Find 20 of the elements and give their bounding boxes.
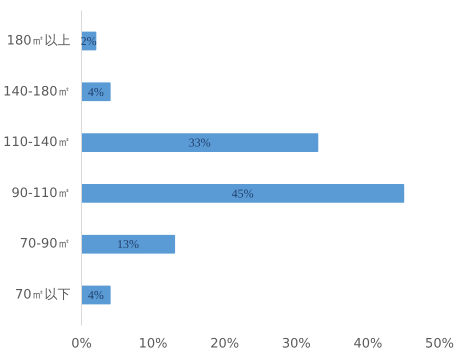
- x-tick-label: 30%: [282, 336, 311, 352]
- x-tick-label: 50%: [425, 336, 454, 352]
- x-tick-label: 20%: [210, 336, 240, 352]
- bar: [82, 234, 176, 254]
- y-tick-label: 70㎡以下: [14, 288, 71, 303]
- bar: [82, 133, 318, 152]
- data-label: 33%: [188, 136, 211, 150]
- data-label: 4%: [88, 288, 104, 302]
- y-tick-label: 90-110㎡: [11, 186, 70, 201]
- data-label: 45%: [232, 186, 254, 200]
- data-label: 13%: [117, 237, 140, 252]
- y-tick-label: 110-140㎡: [3, 135, 71, 150]
- bar: [82, 184, 404, 203]
- y-tick-label: 140-180㎡: [3, 84, 71, 100]
- data-label: 4%: [88, 84, 104, 99]
- x-tick-label: 40%: [353, 336, 382, 352]
- x-tick-label: 10%: [138, 336, 168, 352]
- y-tick-label: 180㎡以上: [6, 33, 71, 48]
- y-tick-label: 70-90㎡: [20, 236, 71, 252]
- x-tick-label: 0%: [71, 336, 92, 352]
